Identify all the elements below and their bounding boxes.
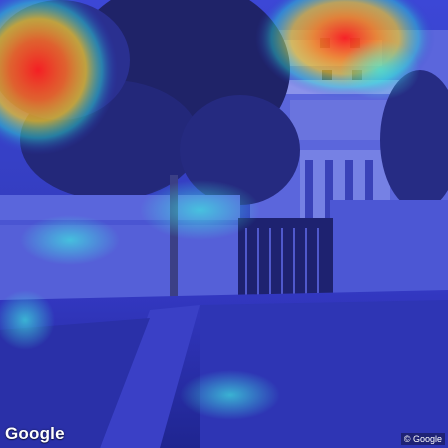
copyright-notice: © Google <box>400 433 445 445</box>
gate <box>238 218 333 300</box>
attention-heatmap <box>0 0 435 420</box>
tree-trunk <box>170 175 178 335</box>
google-logo: Google <box>5 424 65 443</box>
sidewalk <box>0 290 448 448</box>
